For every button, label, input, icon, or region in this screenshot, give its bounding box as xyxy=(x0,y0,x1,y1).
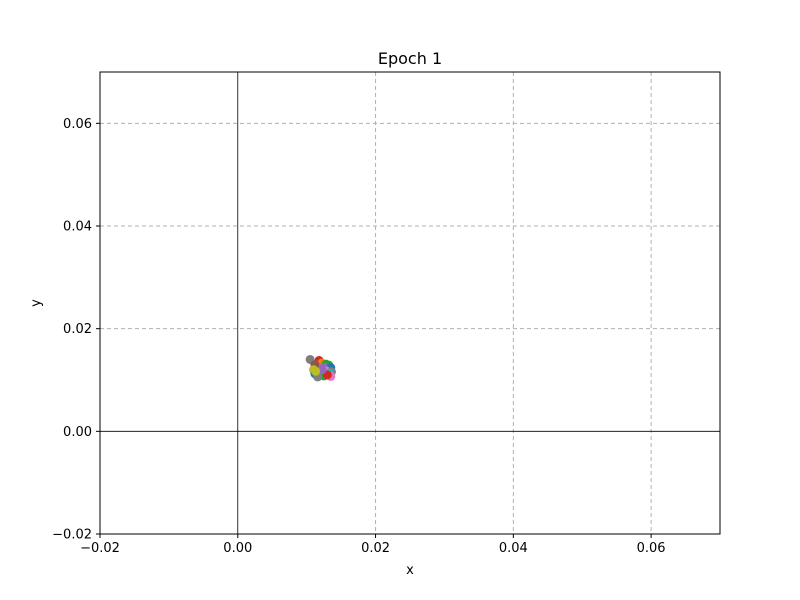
y-axis-ticks: −0.02 0.00 0.02 0.04 0.06 xyxy=(52,117,100,543)
chart-title: Epoch 1 xyxy=(378,49,442,68)
y-tick-label: 0.06 xyxy=(63,117,92,132)
zero-lines xyxy=(100,72,720,534)
y-tick-label: −0.02 xyxy=(52,528,92,543)
x-axis-label: x xyxy=(406,563,414,578)
plot-frame xyxy=(99,71,721,535)
data-points xyxy=(305,354,336,382)
x-tick-label: −0.02 xyxy=(80,541,120,556)
x-tick-label: 0.00 xyxy=(223,541,252,556)
y-axis-label: y xyxy=(29,299,44,307)
data-point xyxy=(311,366,321,376)
y-tick-label: 0.04 xyxy=(63,220,92,235)
x-axis-ticks: −0.02 0.00 0.02 0.04 0.06 xyxy=(80,534,666,556)
x-tick-label: 0.04 xyxy=(499,541,528,556)
plot-area xyxy=(100,72,720,534)
y-tick-label: 0.02 xyxy=(63,322,92,337)
y-tick-label: 0.00 xyxy=(63,425,92,440)
x-tick-label: 0.06 xyxy=(637,541,666,556)
x-tick-label: 0.02 xyxy=(361,541,390,556)
